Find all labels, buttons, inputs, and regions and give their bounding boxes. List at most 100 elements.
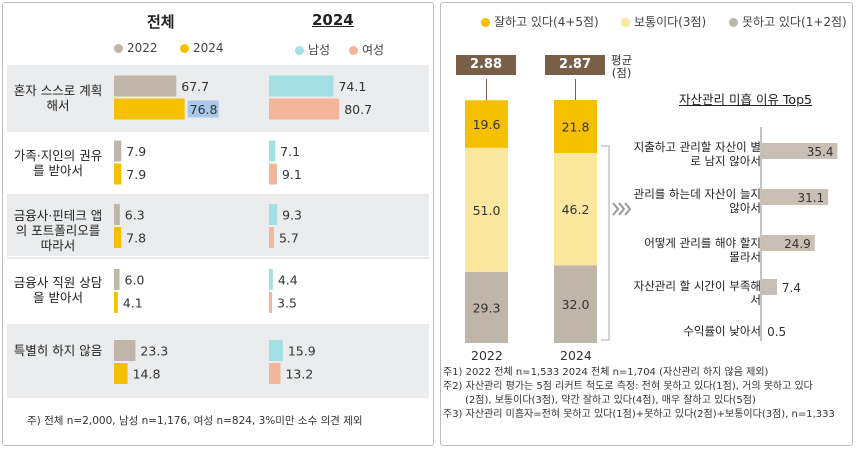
legend-good-swatch	[481, 18, 490, 27]
reason-bar-1	[761, 143, 838, 159]
legend-normal: 보통이다(3점)	[621, 13, 706, 30]
bar-2022-5	[114, 340, 136, 361]
segment-normal-2024	[554, 152, 597, 266]
reason-bar-5	[761, 323, 763, 339]
bar-2024-1	[114, 98, 185, 120]
segment-good-value-2024: 21.8	[562, 119, 590, 134]
segment-good-value-2022: 19.6	[473, 117, 501, 132]
reason-title: 자산관리 미흡 이유 Top5	[679, 92, 812, 107]
avg-label-text: 평균	[611, 53, 633, 67]
legend-normal-label: 보통이다(3점)	[634, 15, 707, 29]
year-label-2024: 2024	[560, 348, 592, 363]
legend-female-swatch	[349, 46, 358, 55]
category-label-4: 금융사 직원 상담을 받아서	[13, 275, 103, 305]
bar-female-5	[269, 363, 281, 384]
segment-good-2022	[465, 100, 508, 148]
legend-2024: 2024	[180, 41, 224, 55]
right-footnote-4: 주3) 자산관리 미흡자=전혀 못하고 있다(1점)+못하고 있다(2점)+보통…	[443, 409, 835, 420]
bar-2022-1	[114, 75, 177, 97]
bar-male-3	[269, 204, 278, 225]
segment-normal-value-2024: 46.2	[562, 202, 590, 217]
value-highlight-1	[187, 100, 219, 118]
bar-female-value-5: 13.2	[285, 367, 313, 382]
right-panel: 29.3 51.0 19.6 32.0 46.2 21.8 35.4 31.1 24.9 7.4 0…	[440, 2, 853, 446]
reason-value-2: 31.1	[797, 191, 824, 205]
bar-2022-value-5: 23.3	[140, 344, 168, 359]
right-footnote-2: 주2) 자산관리 평가는 5점 리커트 척도로 측정: 전혀 못하고 있다(1점…	[443, 381, 813, 392]
bar-male-value-4: 4.4	[278, 273, 298, 288]
total-title: 전체	[147, 13, 175, 31]
bar-2024-4	[114, 292, 118, 313]
bar-male-4	[269, 269, 273, 290]
legend-female-label: 여성	[362, 43, 385, 57]
bar-male-5	[269, 340, 283, 361]
segment-bad-value-2022: 29.3	[473, 300, 501, 315]
reason-bar-3	[761, 235, 815, 251]
legend-2024-swatch	[180, 44, 189, 53]
legend-male-swatch	[295, 46, 304, 55]
bar-female-4	[269, 292, 273, 313]
bar-2022-3	[114, 204, 120, 225]
segment-good-2024	[554, 100, 597, 153]
reason-label-1: 지출하고 관리할 자산이 별로 남지 않아서	[633, 140, 761, 168]
bracket	[601, 145, 610, 341]
avg-label: 평균 (점)	[611, 54, 632, 80]
row-band-3	[7, 196, 429, 256]
segment-bad-2022	[465, 271, 508, 343]
bar-2022-4	[114, 269, 120, 290]
legend-bad-swatch	[729, 18, 738, 27]
chevron-2-icon	[618, 202, 626, 216]
row-band-1	[7, 65, 429, 130]
legend-good-label: 잘하고 있다(4+5점)	[494, 15, 599, 29]
bar-2024-3	[114, 227, 122, 248]
segment-normal-value-2022: 51.0	[473, 203, 501, 218]
legend-2024-label: 2024	[193, 41, 224, 55]
left-panel: 전체 2024 2022 2024 남성 여성 67.7 76.8 74.1 80.7…	[2, 2, 434, 446]
row-band-5	[7, 326, 429, 398]
legend-2022: 2022	[114, 41, 158, 55]
year-label-2022: 2022	[471, 348, 503, 363]
bar-male-value-3: 9.3	[282, 208, 302, 223]
segment-bad-value-2024: 32.0	[562, 297, 590, 312]
category-label-1: 혼자 스스로 계획해서	[13, 83, 103, 113]
legend-bad: 못하고 있다(1+2점)	[729, 13, 847, 30]
right-chart: 29.3 51.0 19.6 32.0 46.2 21.8 35.4 31.1 24.9 7.4 0…	[465, 79, 838, 343]
reason-value-3: 24.9	[784, 237, 811, 251]
bar-2022-2	[114, 140, 122, 162]
bar-female-2	[269, 163, 277, 185]
bar-2024-value-3: 7.8	[126, 231, 146, 246]
bar-2022-value-4: 6.0	[125, 273, 145, 288]
bar-female-value-4: 3.5	[277, 296, 297, 311]
bar-2024-value-1: 76.8	[190, 102, 218, 117]
right-footnote-1: 주1) 2022 전체 n=1,533 2024 전체 n=1,704 (자산관…	[443, 367, 769, 378]
avg-box-2022: 2.88	[456, 55, 516, 75]
bar-female-value-2: 9.1	[282, 167, 302, 182]
reason-value-1: 35.4	[807, 145, 834, 159]
reason-bar-2	[761, 189, 829, 205]
segment-normal-2022	[465, 147, 508, 272]
reason-value-4: 7.4	[782, 281, 801, 295]
bar-female-1	[269, 98, 340, 120]
bar-2022-value-3: 6.3	[125, 208, 145, 223]
legend-normal-swatch	[621, 18, 630, 27]
chevron-3-icon	[624, 202, 632, 216]
category-label-2: 가족·지인의 권유를 받아서	[13, 148, 103, 178]
bar-female-value-3: 5.7	[279, 231, 299, 246]
bar-male-2	[269, 140, 276, 162]
bar-male-1	[269, 75, 334, 97]
chevron-1-icon	[612, 202, 620, 216]
legend-male-label: 남성	[308, 43, 331, 57]
legend-bad-label: 못하고 있다(1+2점)	[742, 15, 847, 29]
right-footnote-3: (2점), 보통이다(3점), 약간 잘하고 있다(4점), 매우 잘하고 있다…	[465, 395, 756, 406]
avg-unit-text: (점)	[611, 66, 632, 80]
bar-male-value-1: 74.1	[338, 79, 366, 94]
category-label-3: 금융사·핀테크 앱의 포트폴리오를 따라서	[13, 208, 103, 253]
legend-male: 남성	[295, 41, 330, 58]
left-footnote: 주) 전체 n=2,000, 남성 n=1,176, 여성 n=824, 3%미…	[27, 415, 363, 427]
reason-label-2: 관리를 하는데 자산이 늘지 않아서	[633, 187, 761, 215]
bar-2024-value-2: 7.9	[126, 167, 146, 182]
bar-2024-value-5: 14.8	[133, 367, 161, 382]
legend-2022-label: 2022	[127, 41, 158, 55]
bar-2022-value-2: 7.9	[126, 144, 146, 159]
year-2024-title: 2024	[312, 11, 354, 29]
